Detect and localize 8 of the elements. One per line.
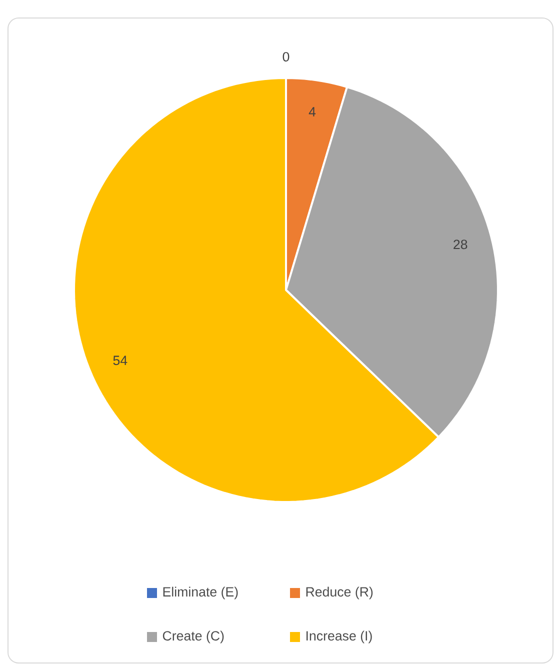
data-label: 4 [308, 107, 316, 116]
legend-label: Create (C) [162, 630, 224, 644]
data-label: 28 [454, 240, 468, 250]
legend-label: Increase (I) [306, 630, 372, 644]
data-label: 54 [113, 356, 128, 366]
text: 0 [282, 52, 290, 62]
legend-label: Reduce (R) [306, 586, 373, 600]
legend-label: Eliminate (E) [163, 586, 238, 600]
